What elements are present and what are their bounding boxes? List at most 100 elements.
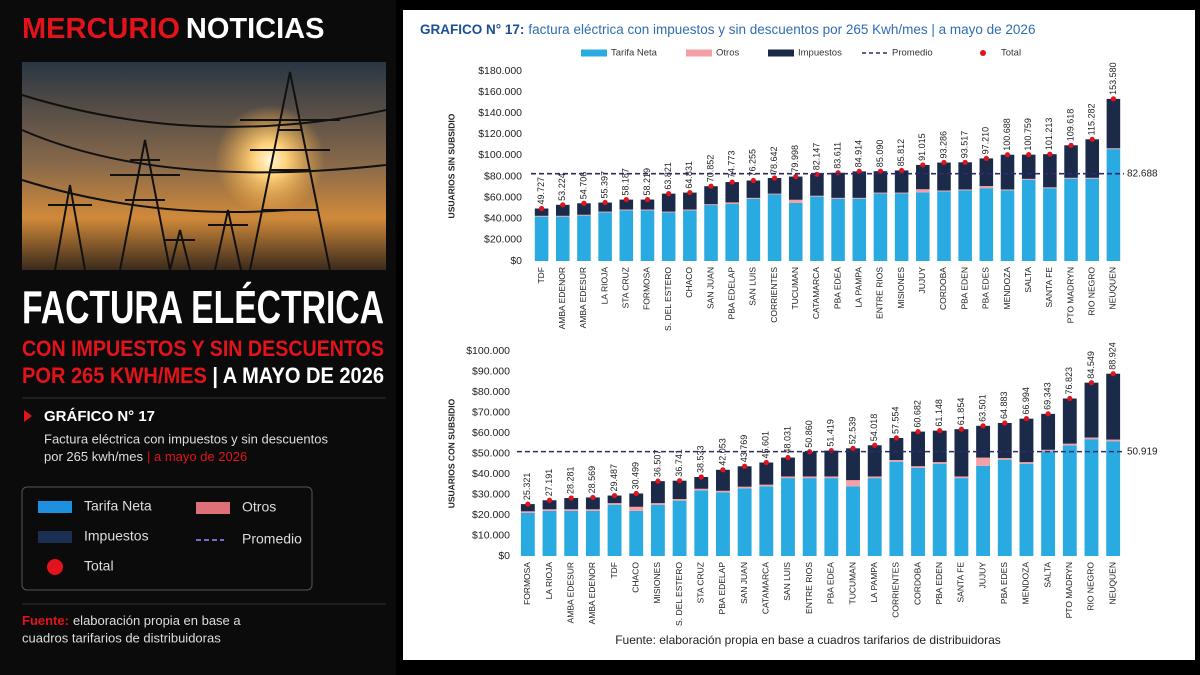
data-label: 115.282: [1087, 103, 1097, 135]
total-dot: [958, 426, 965, 432]
total-dot: [560, 202, 566, 208]
data-label: 84.549: [1086, 351, 1096, 379]
segment: Otros: [577, 214, 591, 216]
total-point: Total: [1110, 96, 1117, 102]
segment: Impuestos: [759, 462, 774, 485]
total-point: Total: [1026, 152, 1032, 158]
brand-1: MERCURIO: [22, 13, 180, 45]
total-point: Total: [568, 495, 574, 501]
segment: Tarifa Neta: [867, 478, 882, 556]
total-point: Total: [633, 490, 639, 497]
bar-segment: [1085, 178, 1100, 261]
bar-segment: [619, 199, 634, 210]
data-label: 64.831: [684, 161, 694, 189]
data-label: 61.854: [956, 398, 966, 426]
segment: Otros: [781, 476, 795, 479]
bar-segment: [911, 467, 925, 556]
x-tick-label: JUJUY: [977, 562, 987, 589]
segment: Otros: [810, 195, 824, 197]
total-dot: [1067, 395, 1073, 402]
segment: Otros: [937, 190, 951, 192]
total-point: Total: [623, 196, 629, 203]
total-point: Total: [611, 492, 618, 499]
segment: Tarifa Neta: [831, 198, 845, 261]
legend-label: Total: [1001, 48, 1021, 59]
x-tick-label: RIO NEGRO: [1086, 267, 1096, 316]
bar-segment: [704, 205, 718, 261]
bar-segment: [1062, 445, 1077, 556]
bar-segment: [958, 189, 972, 191]
segment: Otros: [894, 192, 909, 194]
segment: Otros: [725, 202, 739, 204]
x-tick-label: TDF: [536, 267, 546, 284]
bar-segment: [716, 492, 730, 556]
total-dot: [611, 492, 618, 499]
bar-segment: [997, 459, 1012, 556]
total-point: Total: [793, 173, 799, 180]
segment: Impuestos: [932, 430, 947, 463]
total-point: Total: [893, 435, 899, 441]
description: por 265 kwh/mes | a mayo de 2026: [44, 449, 247, 464]
y-tick-label: $80.000: [472, 386, 510, 398]
x-tick-label: PBA EDES: [981, 267, 991, 309]
subtitle-part: | A MAYO DE 2026: [212, 363, 384, 388]
title-part: GRAFICO N° 17:: [420, 22, 524, 37]
segment: Otros: [542, 509, 557, 511]
x-tick-label: TUCUMAN: [790, 267, 800, 310]
y-tick-label: $20.000: [484, 234, 522, 246]
bar-segment: [672, 499, 687, 501]
y-tick-label: $0: [510, 255, 522, 267]
bar-segment: [577, 203, 591, 215]
y-axis-title: USUARIOS CON SUBSIDIO: [446, 398, 456, 508]
bullet: [24, 410, 32, 422]
bar-segment: [979, 186, 994, 189]
bar-segment: [954, 429, 969, 477]
data-label: 109.618: [1065, 109, 1075, 142]
segment: Impuestos: [542, 500, 557, 510]
bar-segment: [520, 504, 535, 512]
segment: Impuestos: [650, 481, 665, 504]
segment: Tarifa Neta: [824, 478, 839, 556]
bar-segment: [1064, 145, 1078, 178]
bar-segment: [1041, 451, 1056, 556]
bar-segment: [694, 488, 709, 491]
bar-segment: [1106, 439, 1121, 442]
segment: Impuestos: [767, 177, 782, 194]
bar-segment: [1041, 413, 1056, 450]
total-dot: [920, 162, 926, 168]
segment: Otros: [1021, 178, 1036, 180]
bar-segment: [846, 448, 860, 481]
bar-segment: [916, 192, 930, 261]
y-axis-title: USUARIOS SIN SUBSIDIO: [446, 113, 456, 218]
y-tick-label: $100.000: [478, 149, 522, 161]
segment: Otros: [846, 480, 860, 487]
legend-label: Tarifa Neta: [84, 498, 152, 514]
segment: Tarifa Neta: [1041, 451, 1056, 556]
bar-segment: [542, 510, 557, 556]
segment: Otros: [1084, 437, 1099, 440]
segment: Otros: [716, 490, 730, 493]
total-dot: [1026, 152, 1032, 158]
segment: Tarifa Neta: [585, 510, 600, 556]
bar-segment: [1041, 449, 1056, 452]
segment: Impuestos: [1062, 398, 1077, 444]
bar-segment: [867, 478, 882, 556]
y-tick-label: $60.000: [484, 191, 522, 203]
segment: Impuestos: [1085, 139, 1100, 178]
segment: Impuestos: [672, 480, 687, 500]
segment: Impuestos: [716, 469, 730, 491]
bar-segment: [607, 503, 622, 505]
segment: Tarifa Neta: [542, 510, 557, 556]
segment: Otros: [979, 186, 994, 189]
segment: Otros: [916, 189, 930, 193]
total-dot: [771, 175, 778, 181]
bar-segment: [1021, 154, 1036, 179]
bar-segment: [737, 466, 752, 487]
segment: Impuestos: [629, 493, 644, 507]
bar-segment: [1064, 177, 1078, 179]
segment: Impuestos: [725, 182, 739, 203]
bar-segment: [629, 506, 644, 511]
sidebar-subtitle: POR 265 KWH/MES| A MAYO DE 2026: [22, 363, 384, 388]
x-tick-label: RIO NEGRO: [1086, 562, 1096, 611]
bar-segment: [746, 198, 761, 261]
